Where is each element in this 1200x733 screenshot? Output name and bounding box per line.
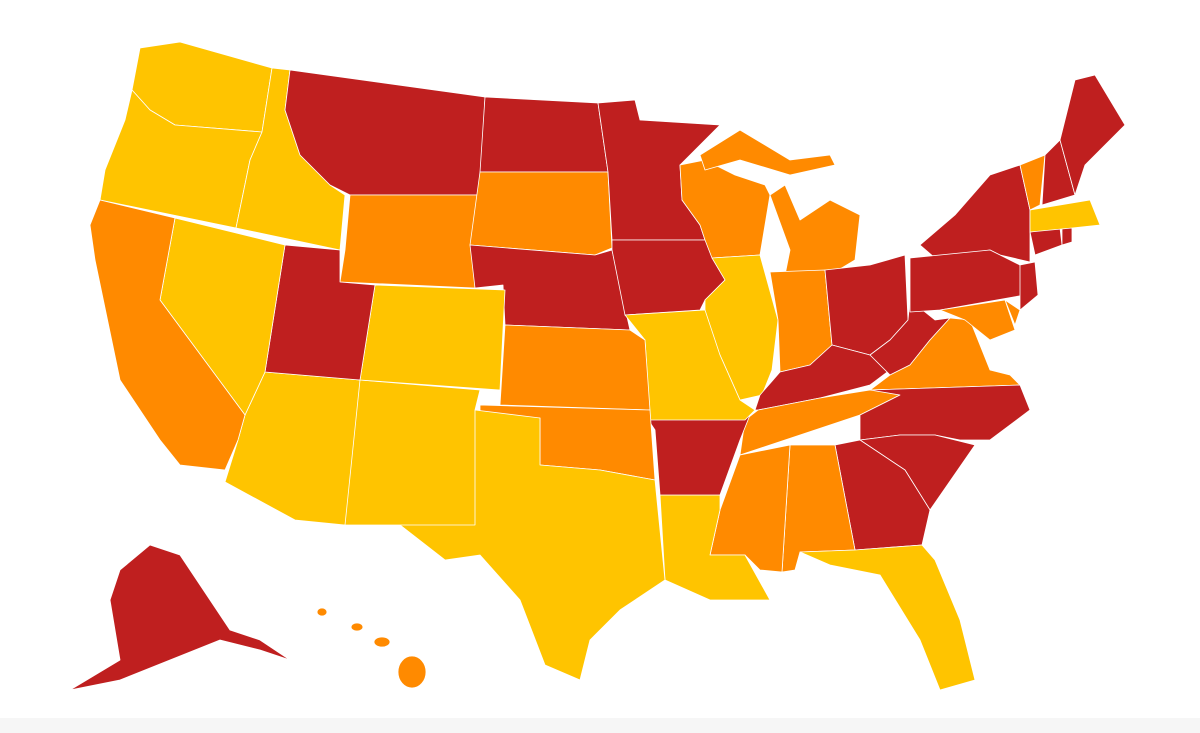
state [350, 622, 364, 632]
state [499, 324, 651, 411]
state [1059, 74, 1126, 196]
state [397, 655, 427, 689]
state [316, 607, 328, 617]
state [373, 636, 391, 648]
state [1019, 154, 1046, 211]
state [469, 171, 613, 256]
state [699, 129, 836, 176]
states [69, 41, 1126, 691]
state [339, 194, 481, 289]
state [341, 379, 481, 526]
state [1061, 227, 1073, 246]
state [769, 184, 861, 276]
state [1004, 299, 1021, 326]
state [69, 544, 291, 691]
state [939, 299, 1016, 341]
state [359, 284, 506, 391]
state [89, 199, 246, 471]
state [1029, 199, 1101, 233]
state [479, 96, 609, 173]
state [659, 494, 771, 601]
state [799, 544, 976, 691]
state [1019, 261, 1039, 311]
footer-strip [0, 718, 1200, 733]
